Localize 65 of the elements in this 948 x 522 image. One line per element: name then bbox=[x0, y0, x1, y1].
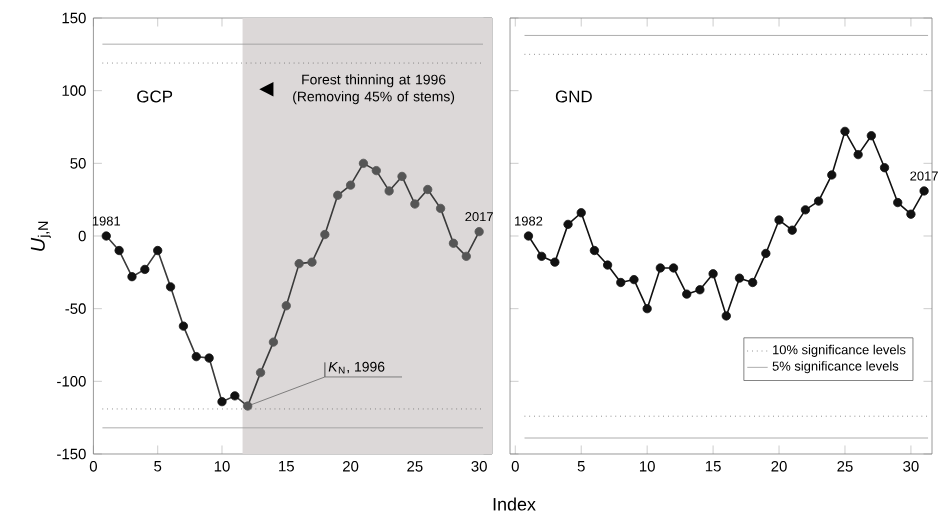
point bbox=[307, 257, 317, 267]
point bbox=[217, 397, 227, 407]
point bbox=[682, 289, 692, 299]
point bbox=[695, 285, 705, 295]
point bbox=[371, 166, 381, 176]
point bbox=[204, 353, 214, 363]
point bbox=[268, 337, 279, 347]
point bbox=[523, 231, 534, 241]
point bbox=[165, 282, 176, 292]
text: GCP bbox=[137, 90, 173, 103]
point bbox=[668, 263, 679, 273]
point bbox=[774, 215, 784, 225]
point bbox=[655, 263, 665, 273]
point bbox=[255, 368, 266, 378]
point bbox=[178, 321, 189, 331]
point bbox=[114, 245, 124, 256]
point bbox=[448, 238, 459, 248]
point bbox=[474, 227, 484, 237]
point bbox=[563, 219, 573, 229]
point bbox=[461, 251, 471, 261]
point bbox=[893, 197, 903, 208]
point bbox=[603, 260, 613, 270]
point bbox=[853, 150, 863, 160]
point bbox=[153, 245, 163, 256]
point bbox=[734, 273, 745, 283]
point bbox=[814, 196, 824, 206]
point bbox=[879, 163, 890, 173]
point bbox=[800, 205, 811, 215]
point bbox=[748, 277, 758, 288]
text: GND bbox=[555, 90, 592, 103]
point bbox=[906, 209, 916, 219]
point bbox=[384, 186, 394, 196]
y-axis-title: U$_{j,N}$ bbox=[30, 221, 51, 251]
point bbox=[866, 131, 876, 141]
point bbox=[827, 170, 837, 180]
point bbox=[127, 272, 137, 282]
point bbox=[550, 257, 560, 267]
point bbox=[294, 259, 304, 269]
point bbox=[761, 248, 771, 259]
point bbox=[243, 401, 253, 411]
point bbox=[919, 186, 929, 196]
point bbox=[140, 264, 150, 275]
point bbox=[435, 203, 446, 213]
point bbox=[787, 225, 797, 235]
point bbox=[345, 180, 356, 190]
point bbox=[320, 229, 330, 240]
point bbox=[589, 245, 600, 256]
point bbox=[410, 199, 420, 209]
point bbox=[642, 304, 652, 314]
x-axis-title: Index bbox=[493, 497, 536, 511]
point bbox=[721, 311, 731, 321]
point bbox=[708, 269, 718, 279]
point bbox=[629, 275, 639, 285]
point bbox=[230, 391, 240, 401]
point bbox=[358, 158, 369, 168]
point bbox=[423, 184, 433, 195]
point bbox=[840, 126, 850, 136]
point bbox=[191, 352, 201, 362]
point bbox=[616, 277, 626, 288]
point bbox=[281, 301, 291, 311]
point bbox=[537, 251, 547, 261]
point bbox=[333, 190, 343, 200]
point bbox=[576, 208, 586, 218]
point bbox=[101, 231, 111, 241]
point bbox=[397, 171, 407, 182]
